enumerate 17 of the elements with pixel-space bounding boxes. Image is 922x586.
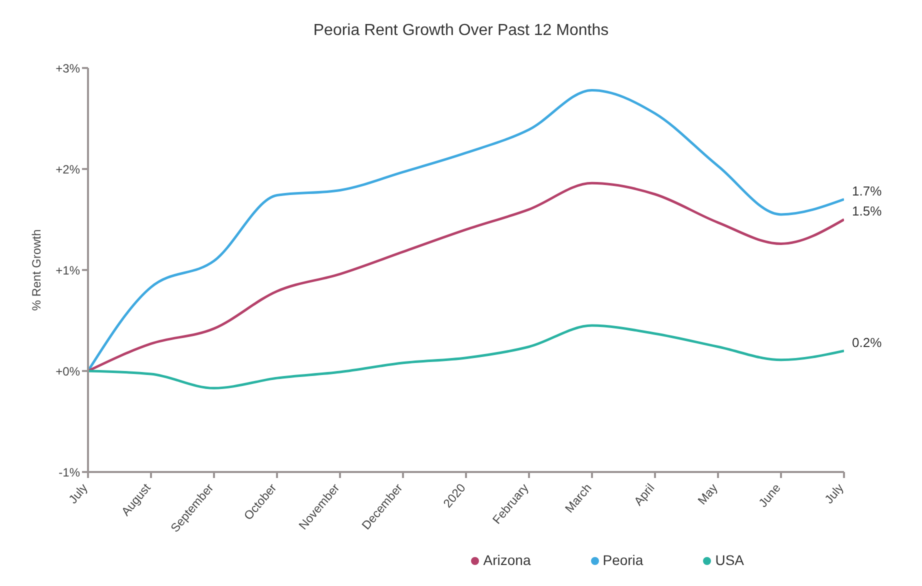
data-label: 0.2% [852,334,882,350]
legend-label: Peoria [602,552,644,568]
legend-label: Arizona [483,552,531,568]
data-label: 1.7% [852,183,882,198]
y-axis-title: % Rent Growth [29,229,44,311]
y-tick-label: +1% [56,263,80,278]
x-tick-label: July [66,480,90,506]
data-label: 1.5% [852,204,882,218]
y-tick-label: +3% [56,61,80,76]
line-series [88,324,844,390]
chart-title: Peoria Rent Growth Over Past 12 Months [312,21,610,41]
x-tick-label: July [822,480,846,506]
y-tick-label: -1% [58,465,80,480]
line-series [88,182,844,372]
y-tick-label: +0% [56,364,80,378]
y-tick-label: +2% [56,162,80,176]
legend-label: USA [715,552,744,568]
